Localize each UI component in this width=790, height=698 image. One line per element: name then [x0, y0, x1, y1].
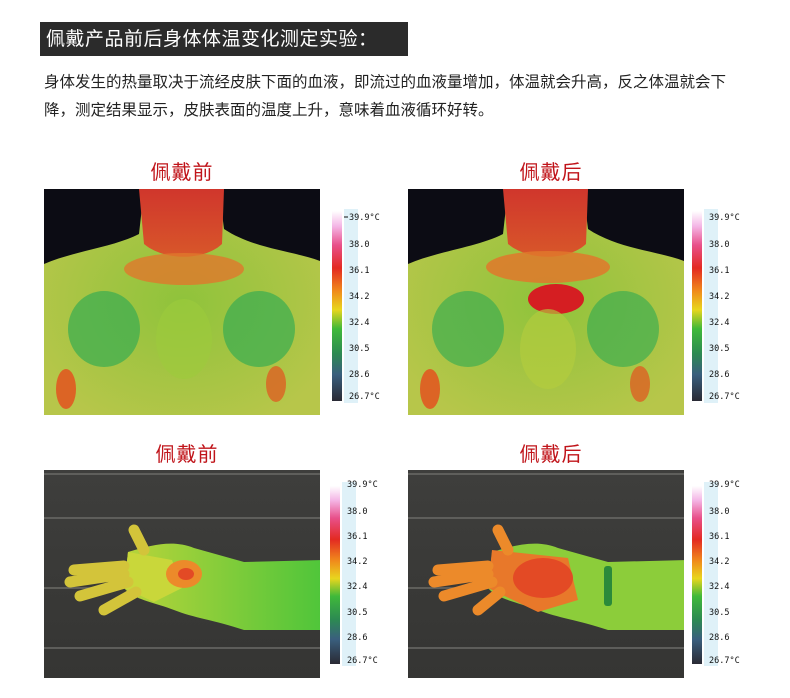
- scale-tick-7: 28.6: [709, 633, 729, 643]
- panel-label-before-arm: 佩戴前: [155, 442, 219, 466]
- scale-tick-2: 38.0: [347, 507, 367, 517]
- scale-tick-7: 28.6: [347, 633, 367, 643]
- scale-tick-3: 36.1: [709, 266, 729, 276]
- scale-tick-1: 39.9°C: [709, 480, 740, 490]
- panel-label-before-neck: 佩戴前: [150, 160, 214, 184]
- scale-tick-1: 39.9°C: [347, 480, 378, 490]
- page-title: 佩戴产品前后身体体温变化测定实验：: [40, 22, 408, 56]
- panel-label-after-arm: 佩戴后: [519, 442, 583, 466]
- scale-tick-1: 39.9°C: [709, 213, 740, 223]
- scale-tick-3: 36.1: [709, 532, 729, 542]
- scale-tick-8: 26.7°C: [709, 656, 740, 666]
- scale-tick-2: 38.0: [349, 240, 369, 250]
- scale-tick-2: 38.0: [709, 507, 729, 517]
- scale-tick-4: 34.2: [709, 557, 729, 567]
- scale-tick-7: 28.6: [709, 370, 729, 380]
- scale-tick-5: 32.4: [349, 318, 369, 328]
- thermal-image-neck-before: 39.9°C 38.0 36.1 34.2 32.4 30.5 28.6 26.…: [44, 189, 390, 415]
- thermal-image-arm-after: 39.9°C 38.0 36.1 34.2 32.4 30.5 28.6 26.…: [408, 470, 754, 678]
- scale-tick-8: 26.7°C: [709, 392, 740, 402]
- description-text: 身体发生的热量取决于流经皮肤下面的血液，即流过的血液量增加，体温就会升高，反之体…: [44, 73, 727, 119]
- scale-tick-3: 36.1: [347, 532, 367, 542]
- scale-tick-6: 30.5: [349, 344, 369, 354]
- scale-tick-8: 26.7°C: [349, 392, 380, 402]
- scale-tick-3: 36.1: [349, 266, 369, 276]
- scale-tick-1: 39.9°C: [349, 213, 380, 223]
- scale-tick-5: 32.4: [709, 318, 729, 328]
- scale-tick-6: 30.5: [347, 608, 367, 618]
- panel-label-after-neck: 佩戴后: [519, 160, 583, 184]
- scale-tick-4: 34.2: [347, 557, 367, 567]
- scale-tick-8: 26.7°C: [347, 656, 378, 666]
- scale-tick-6: 30.5: [709, 608, 729, 618]
- scale-tick-5: 32.4: [347, 582, 367, 592]
- scale-tick-6: 30.5: [709, 344, 729, 354]
- scale-tick-5: 32.4: [709, 582, 729, 592]
- scale-tick-4: 34.2: [349, 292, 369, 302]
- scale-tick-7: 28.6: [349, 370, 369, 380]
- scale-tick-4: 34.2: [709, 292, 729, 302]
- scale-tick-2: 38.0: [709, 240, 729, 250]
- thermal-image-arm-before: 39.9°C 38.0 36.1 34.2 32.4 30.5 28.6 26.…: [44, 470, 390, 678]
- thermal-image-neck-after: 39.9°C 38.0 36.1 34.2 32.4 30.5 28.6 26.…: [408, 189, 754, 415]
